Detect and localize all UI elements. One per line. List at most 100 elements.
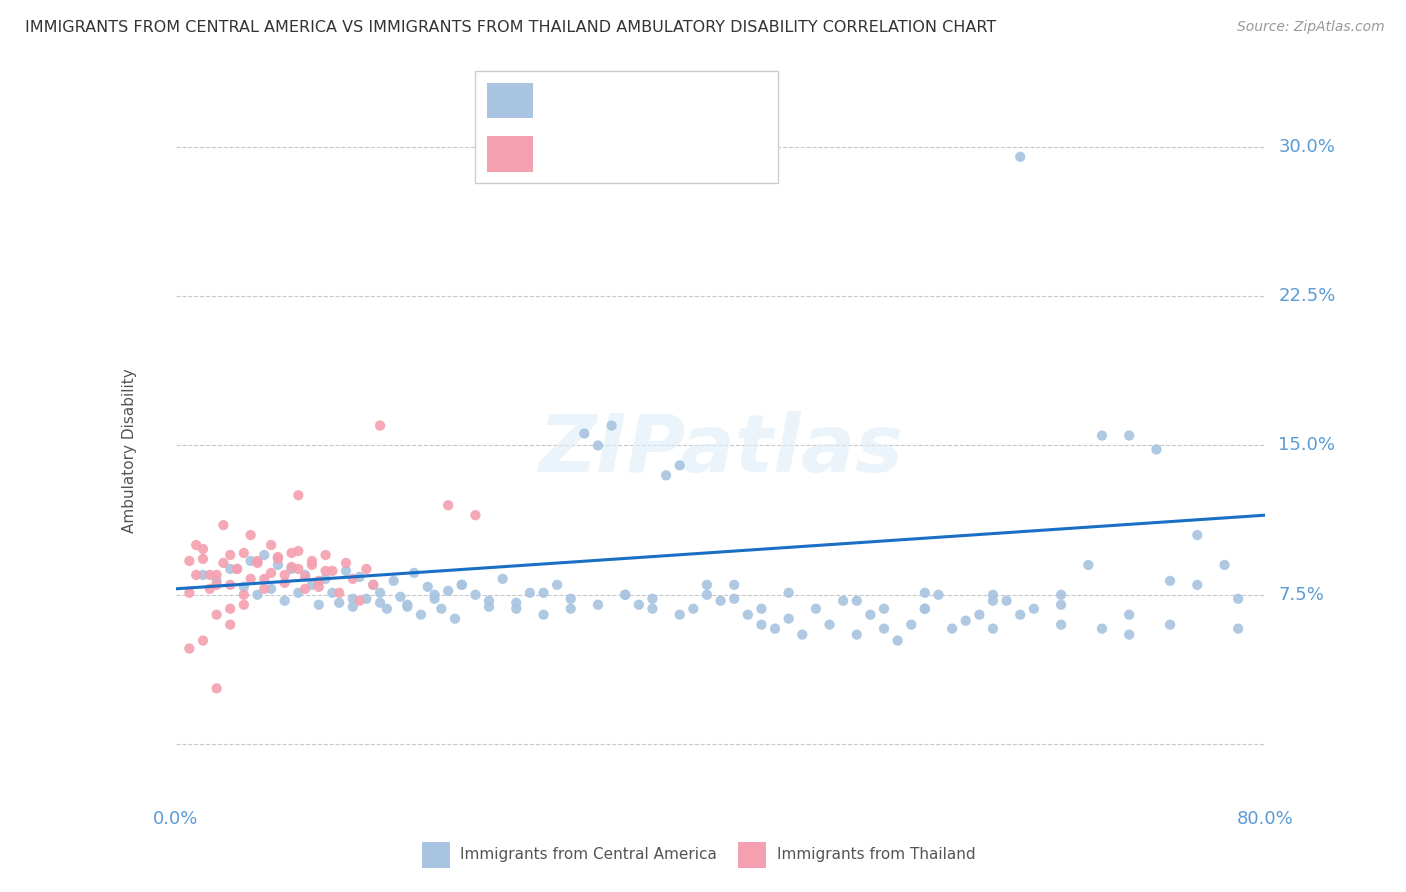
Point (342, 572, 364, 586)
Point (928, 588, 950, 602)
Point (641, 601, 664, 615)
Point (205, 578, 228, 592)
Point (294, 567, 316, 582)
Point (1077, 558, 1099, 572)
Point (450, 578, 472, 592)
Point (232, 580, 254, 594)
Point (232, 546, 254, 560)
Point (464, 508, 486, 523)
Point (246, 554, 269, 568)
Point (205, 567, 228, 582)
Point (586, 438, 609, 452)
FancyBboxPatch shape (475, 71, 778, 183)
Point (404, 566, 426, 580)
Point (342, 591, 364, 606)
Text: R =: R = (544, 91, 581, 109)
Point (763, 622, 786, 636)
Point (696, 588, 718, 602)
Point (219, 578, 242, 592)
Point (232, 588, 254, 602)
Point (430, 601, 453, 615)
Point (995, 594, 1018, 608)
Point (560, 591, 582, 606)
Point (614, 588, 637, 602)
Point (914, 586, 936, 600)
Point (294, 570, 316, 584)
Point (873, 601, 896, 615)
Point (914, 601, 936, 615)
Text: 80.0%: 80.0% (1237, 810, 1294, 828)
Point (301, 558, 323, 572)
Point (321, 564, 343, 578)
Point (396, 599, 419, 614)
Point (505, 596, 527, 610)
Point (1227, 622, 1250, 636)
Text: 15.0%: 15.0% (1278, 436, 1336, 455)
Point (301, 554, 323, 568)
Point (328, 596, 350, 610)
Point (723, 591, 745, 606)
Point (778, 586, 800, 600)
Point (382, 574, 405, 588)
Point (274, 567, 297, 582)
Point (409, 607, 432, 622)
Text: Source: ZipAtlas.com: Source: ZipAtlas.com (1237, 20, 1385, 34)
Point (682, 601, 704, 615)
Point (574, 426, 596, 441)
Point (226, 562, 249, 576)
Point (191, 633, 214, 648)
Text: Immigrants from Central America: Immigrants from Central America (461, 847, 717, 862)
Point (280, 546, 302, 560)
Point (437, 583, 460, 598)
Point (478, 594, 501, 608)
Point (969, 607, 991, 622)
Point (246, 556, 269, 570)
Point (1213, 558, 1236, 572)
Text: Immigrants from Thailand: Immigrants from Thailand (778, 847, 976, 862)
Point (668, 607, 690, 622)
Point (335, 564, 357, 578)
Text: 7.5%: 7.5% (1278, 586, 1324, 604)
Point (368, 596, 391, 610)
Point (349, 594, 371, 608)
FancyBboxPatch shape (488, 83, 533, 119)
Point (205, 681, 228, 696)
Point (308, 598, 330, 612)
Point (1050, 588, 1073, 602)
Point (191, 552, 214, 566)
Point (260, 566, 283, 580)
Point (560, 601, 582, 615)
Point (444, 612, 467, 626)
Point (205, 607, 228, 622)
Point (361, 578, 384, 592)
Text: ZIPatlas: ZIPatlas (538, 411, 903, 490)
Point (710, 594, 733, 608)
Point (179, 586, 201, 600)
Point (914, 601, 936, 615)
Point (253, 582, 276, 596)
Point (941, 622, 963, 636)
Point (1118, 607, 1140, 622)
Text: IMMIGRANTS FROM CENTRAL AMERICA VS IMMIGRANTS FROM THAILAND AMBULATORY DISABILIT: IMMIGRANTS FROM CENTRAL AMERICA VS IMMIG… (25, 20, 997, 35)
Point (219, 601, 242, 615)
Point (533, 607, 555, 622)
Point (1010, 607, 1032, 622)
Point (1050, 598, 1073, 612)
Point (723, 578, 745, 592)
Point (191, 541, 214, 556)
Point (778, 612, 800, 626)
Point (315, 548, 337, 562)
Point (328, 586, 350, 600)
Point (212, 518, 235, 533)
Text: 0.0%: 0.0% (153, 810, 198, 828)
Point (226, 562, 249, 576)
Point (267, 558, 290, 572)
Point (586, 598, 609, 612)
Point (315, 564, 337, 578)
Point (315, 572, 337, 586)
Point (219, 617, 242, 632)
Point (981, 594, 1004, 608)
Point (287, 488, 309, 502)
Point (668, 458, 690, 473)
Point (205, 574, 228, 588)
